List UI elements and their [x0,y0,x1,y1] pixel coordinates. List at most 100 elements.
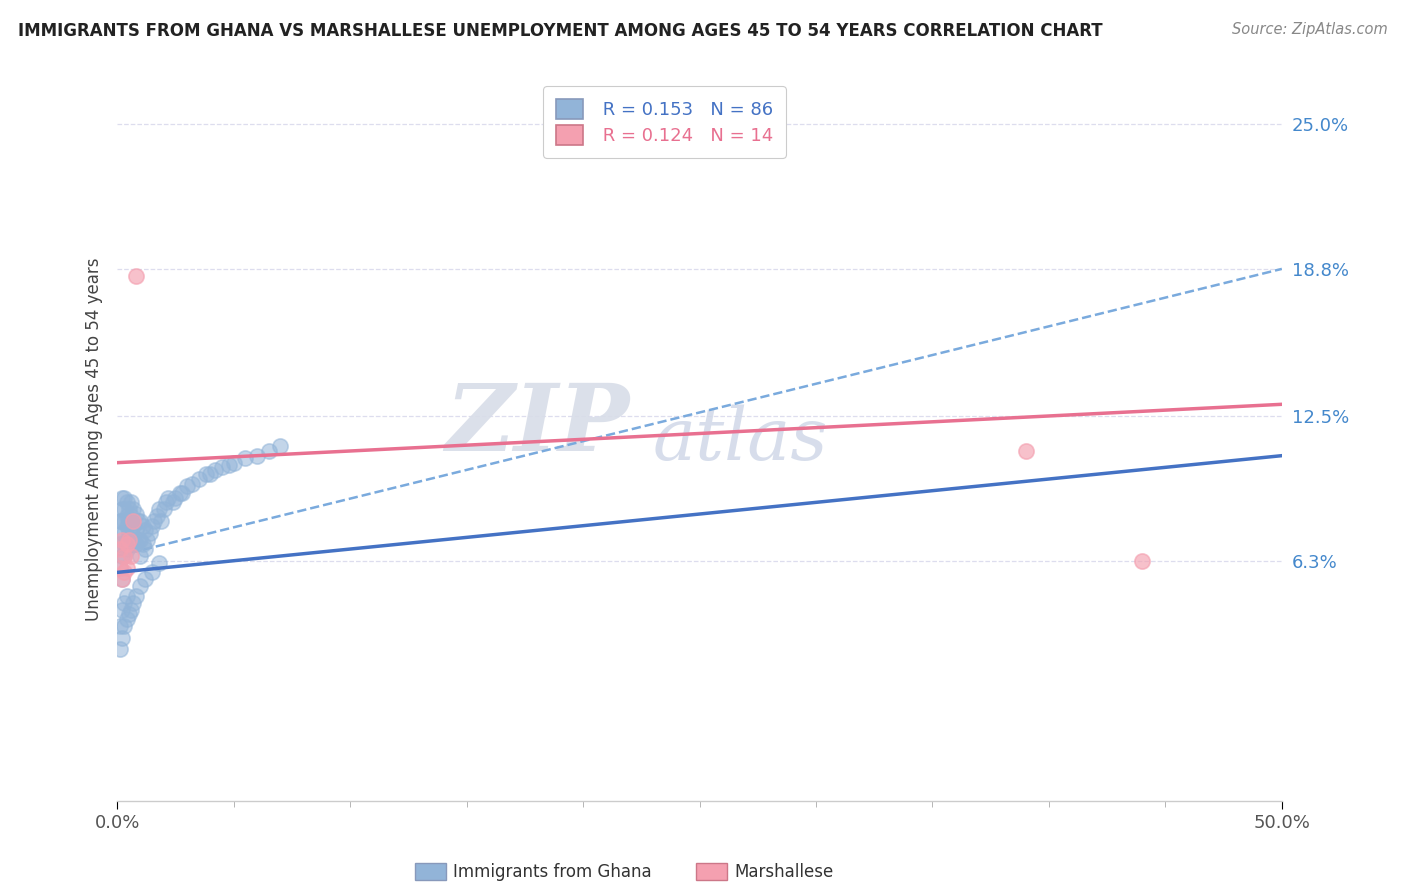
Point [112,549,135,563]
Point [146,509,169,524]
Point [120,525,142,540]
Point [108,619,131,633]
Point [134,573,156,587]
Point [118,502,141,516]
Point [108,542,131,557]
Point [122,502,145,516]
Point [233,450,256,465]
Point [111,573,134,587]
Point [115,589,138,603]
Point [148,502,170,516]
Point [125,268,148,283]
Point [122,518,145,533]
Point [169,486,191,500]
Point [257,444,280,458]
Text: ZIP: ZIP [446,380,630,470]
Point [111,502,134,516]
Point [115,542,138,557]
Point [122,533,145,547]
Point [1014,444,1036,458]
Point [120,509,142,524]
Point [115,495,138,509]
Point [129,579,152,593]
Point [155,495,177,509]
Point [143,514,166,528]
Point [136,533,159,547]
Point [134,542,156,557]
Point [118,514,141,528]
Point [141,566,163,580]
Point [118,537,141,551]
Point [150,514,173,528]
Point [111,631,134,645]
Point [211,460,233,475]
Point [122,596,145,610]
Point [120,549,142,563]
Point [108,537,131,551]
Text: Immigrants from Ghana: Immigrants from Ghana [453,863,651,881]
Text: atlas: atlas [652,404,828,475]
Text: IMMIGRANTS FROM GHANA VS MARSHALLESE UNEMPLOYMENT AMONG AGES 45 TO 54 YEARS CORR: IMMIGRANTS FROM GHANA VS MARSHALLESE UNE… [18,22,1102,40]
Point [218,458,240,472]
Legend:  R = 0.153   N = 86,  R = 0.124   N = 14: R = 0.153 N = 86, R = 0.124 N = 14 [543,87,786,158]
Point [112,502,135,516]
Point [194,467,217,482]
Point [127,533,149,547]
Point [112,596,135,610]
Point [111,603,134,617]
Point [129,549,152,563]
Point [187,472,209,486]
Point [111,533,134,547]
Point [112,537,135,551]
Point [129,533,152,547]
Point [132,537,155,551]
Point [112,514,135,528]
Point [112,549,135,563]
Point [204,463,226,477]
Point [115,533,138,547]
Point [115,518,138,533]
Point [176,479,198,493]
Point [108,514,131,528]
Point [222,456,245,470]
Point [111,549,134,563]
Point [112,491,135,505]
Point [269,439,291,453]
Point [125,507,148,521]
Point [127,514,149,528]
Point [108,560,131,574]
Point [125,524,148,538]
Point [120,537,142,551]
Y-axis label: Unemployment Among Ages 45 to 54 years: Unemployment Among Ages 45 to 54 years [86,258,103,621]
Point [120,495,142,509]
Point [200,467,222,482]
Point [112,566,135,580]
Point [118,607,141,622]
Point [115,612,138,626]
Point [129,514,152,528]
Point [118,533,141,547]
Point [122,514,145,528]
Point [148,556,170,570]
Point [157,491,180,505]
Point [139,525,162,540]
Point [111,514,134,528]
Point [152,502,174,516]
Point [115,537,138,551]
Point [108,560,131,574]
Point [132,518,155,533]
Point [111,525,134,540]
Point [120,603,142,617]
Point [115,560,138,574]
Point [1130,554,1153,568]
Point [172,486,194,500]
Point [125,589,148,603]
Point [125,537,148,551]
Point [165,491,187,505]
Point [112,619,135,633]
Point [115,509,138,524]
Point [111,491,134,505]
Text: Marshallese: Marshallese [734,863,834,881]
Point [162,495,184,509]
Point [108,642,131,657]
